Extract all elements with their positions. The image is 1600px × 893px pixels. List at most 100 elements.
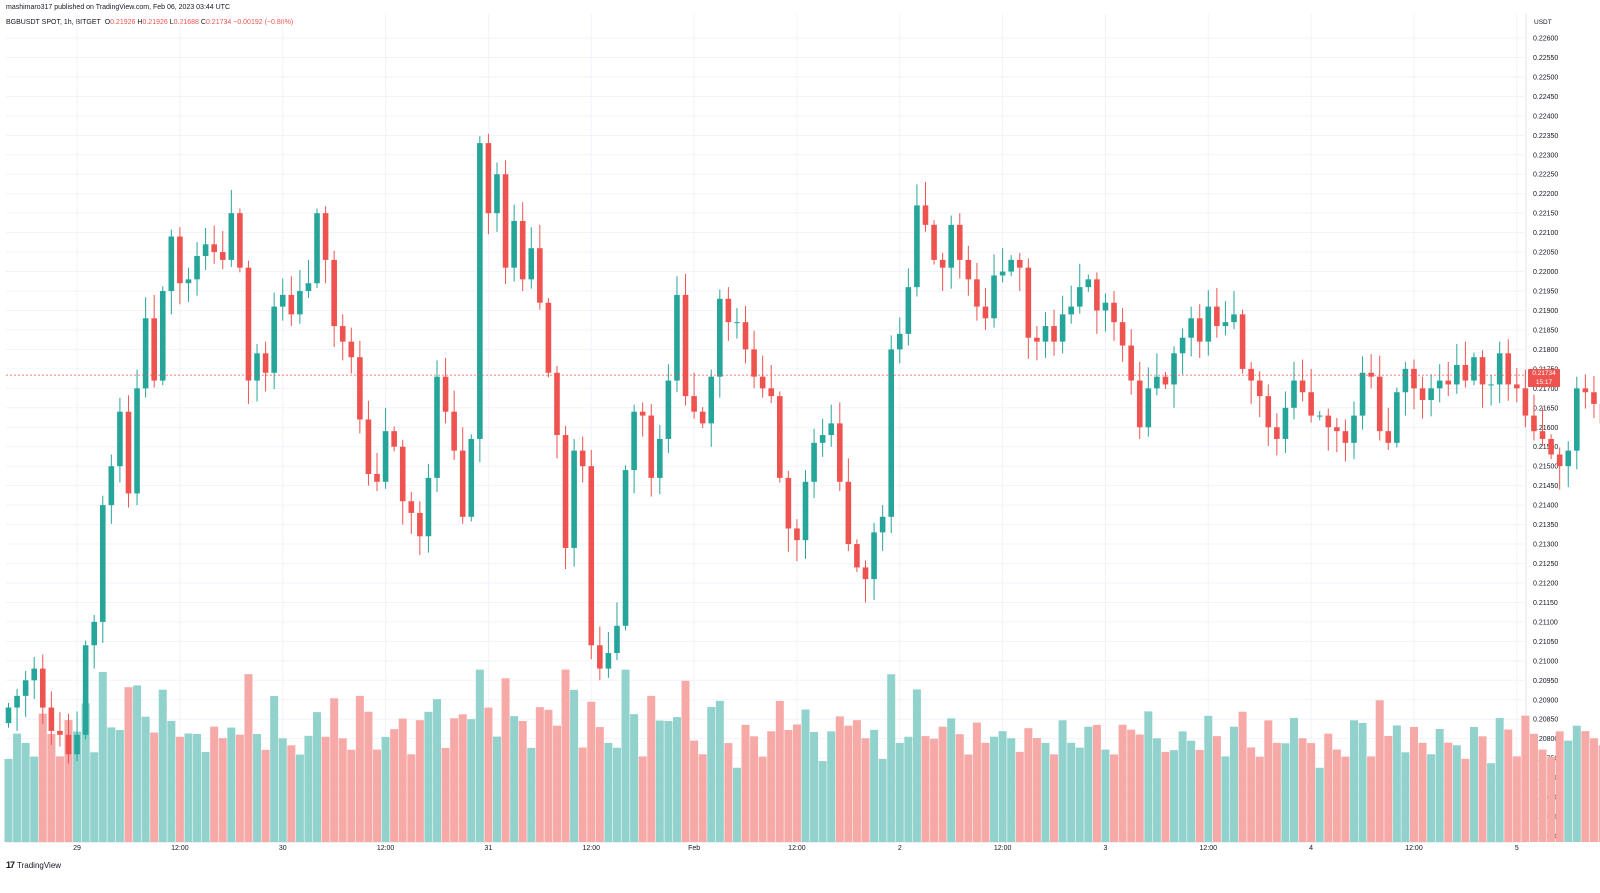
candle-body <box>142 318 149 389</box>
volume-bar <box>1409 726 1418 842</box>
candle-body <box>1539 431 1546 439</box>
candle-body <box>1102 302 1109 311</box>
candle-body <box>1016 259 1023 268</box>
candle-body <box>1548 438 1554 455</box>
last-price-tag: 0.21734 15:17 <box>1528 369 1560 387</box>
candle-body <box>245 267 252 381</box>
volume-bar <box>347 749 356 842</box>
volume-bar <box>210 726 219 842</box>
volume-bar <box>133 685 142 842</box>
volume-bar <box>1324 733 1333 842</box>
candle-body <box>1008 259 1014 272</box>
candle-body <box>1265 396 1272 428</box>
volume-bar <box>1564 740 1573 842</box>
x-tick-label: 3 <box>1104 845 1108 852</box>
volume-bar <box>55 756 64 842</box>
volume-bar <box>1392 725 1401 842</box>
candle-body <box>1196 318 1203 342</box>
volume-bar <box>1358 722 1367 842</box>
candle-body <box>1059 314 1066 342</box>
volume-bar <box>381 736 390 842</box>
candle-body <box>579 450 586 467</box>
candle-body <box>1308 392 1314 416</box>
candle-body <box>708 376 715 424</box>
volume-bar <box>947 718 956 842</box>
volume-bar <box>1512 756 1521 842</box>
candle-body <box>1128 345 1134 381</box>
volume-bar <box>313 712 322 842</box>
y-tick-label: 0.20800 <box>1533 736 1558 743</box>
close-value: 0.21734 <box>205 19 232 26</box>
candle-body <box>734 322 740 324</box>
y-tick-label: 0.21150 <box>1533 600 1558 607</box>
candle-body <box>562 435 569 548</box>
candle-body <box>862 567 869 580</box>
candle-body <box>271 306 277 373</box>
y-tick-label: 0.21200 <box>1533 580 1558 587</box>
change-value: −0.00192 (−0.88%) <box>233 19 294 26</box>
candle-body <box>1051 326 1057 342</box>
volume-bar <box>561 669 570 842</box>
candle-body <box>1239 314 1246 369</box>
candle-body <box>1188 318 1194 338</box>
candle-body <box>477 143 483 439</box>
candle-body <box>194 255 200 280</box>
x-tick-label: 5 <box>1515 845 1519 852</box>
volume-bar <box>750 736 759 842</box>
candle-body <box>1574 388 1580 451</box>
candle-body <box>1119 322 1126 346</box>
volume-bar <box>38 713 47 842</box>
candle-body <box>982 306 989 319</box>
x-tick-label: 12:00 <box>582 845 600 852</box>
candle-body <box>1025 267 1032 338</box>
volume-bar <box>1247 747 1256 842</box>
volume-bar <box>707 706 716 842</box>
y-tick-label: 0.22000 <box>1533 269 1558 276</box>
candle-body <box>939 259 946 268</box>
candle-body <box>1111 302 1117 323</box>
candle-body <box>871 532 877 580</box>
volume-bar <box>167 720 176 842</box>
volume-bar <box>1187 740 1196 842</box>
volume-bar <box>664 721 673 842</box>
symbol-label: BGBUSDT SPOT, 1h, BITGET <box>6 19 101 26</box>
volume-bar <box>107 727 116 842</box>
candle-body <box>1274 427 1280 439</box>
candle-body <box>768 388 775 397</box>
volume-bar <box>990 736 999 842</box>
candle-body <box>348 341 355 358</box>
volume-bar <box>1204 715 1213 842</box>
candle-body <box>914 205 920 288</box>
candle-body <box>468 438 475 517</box>
volume-bar <box>235 734 244 842</box>
volume-bar <box>1529 733 1538 842</box>
candle-body <box>974 279 980 307</box>
volume-bar <box>1170 750 1179 842</box>
volume-bar <box>1281 743 1290 842</box>
candle-body <box>151 318 157 381</box>
y-tick-label: 0.21700 <box>1533 386 1558 393</box>
candle-body <box>237 213 243 268</box>
volume-bar <box>1589 738 1598 842</box>
volume-bar <box>355 695 364 842</box>
volume-bar <box>1015 751 1024 842</box>
volume-bar <box>698 754 707 842</box>
volume-bar <box>810 732 819 842</box>
candle-body <box>177 236 183 284</box>
candle-body <box>836 423 843 482</box>
candle-body <box>751 349 757 377</box>
volume-bar <box>955 734 964 842</box>
volume-bar <box>904 736 913 842</box>
x-tick-label: 29 <box>73 845 81 852</box>
candle-body <box>91 621 97 646</box>
candle-body <box>1316 415 1323 417</box>
candle-body <box>528 248 535 280</box>
candle-body <box>888 349 895 517</box>
candle-body <box>931 224 937 260</box>
tradingview-brand[interactable]: 17 TradingView <box>6 860 61 870</box>
candle-body <box>554 372 560 436</box>
candle-body <box>1256 380 1263 397</box>
volume-bar <box>518 721 527 842</box>
volume-bar <box>415 720 424 842</box>
